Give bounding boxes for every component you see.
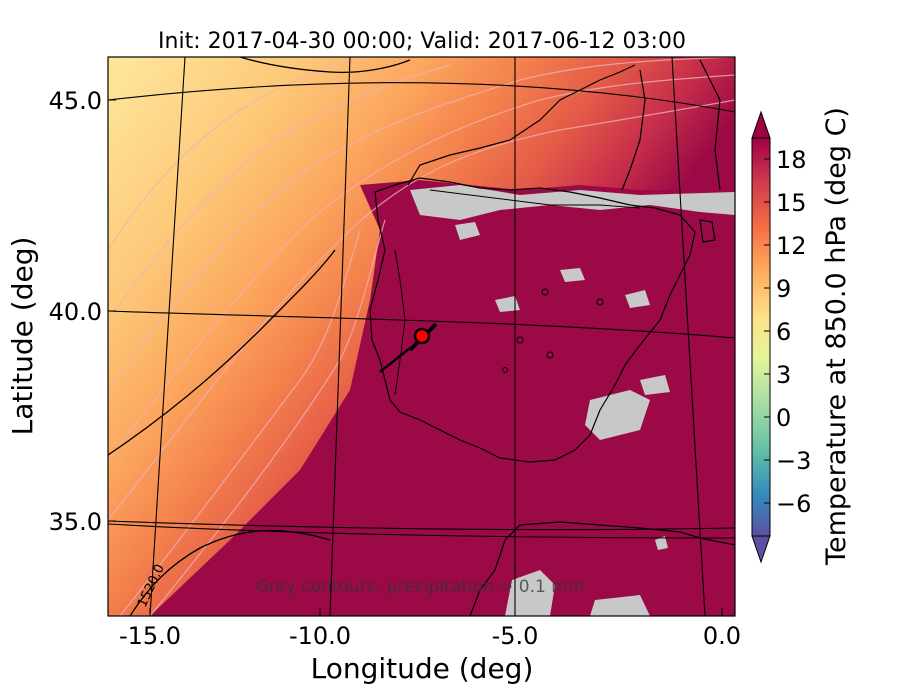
x-tick-label: 0.0	[703, 622, 741, 650]
colorbar-tick-label: 6	[776, 318, 791, 346]
y-tick-marks	[108, 99, 116, 522]
colorbar-tick-label: 3	[776, 361, 791, 389]
precipitation-patches	[410, 185, 735, 616]
colorbar-tick-label: −3	[776, 447, 811, 475]
x-tick-label: -10.0	[289, 622, 351, 650]
colorbar-label: Temperature at 850.0 hPa (deg C)	[821, 107, 852, 566]
colorbar	[751, 110, 771, 564]
map-frame	[107, 56, 736, 617]
x-tick-marks	[149, 608, 723, 616]
hot-temperature-region	[150, 180, 735, 616]
colorbar-tick-label: −6	[776, 490, 811, 518]
graticule	[108, 57, 735, 616]
colorbar-min-extension	[751, 535, 771, 564]
colorbar-tick-label: 9	[776, 275, 791, 303]
colorbar-tick-label: 18	[776, 146, 807, 174]
colorbar-tick-label: 15	[776, 189, 807, 217]
map-area: 1520.0	[108, 57, 735, 616]
x-axis-label: Longitude (deg)	[311, 652, 534, 685]
plot-title: Init: 2017-04-30 00:00; Valid: 2017-06-1…	[158, 29, 686, 54]
x-tick-label: -5.0	[492, 622, 539, 650]
y-tick-label: 35.0	[49, 508, 102, 536]
y-tick-label: 45.0	[49, 87, 102, 115]
precipitation-note: Grey contours: precipitation > 0.1 mm	[256, 577, 585, 597]
location-marker	[379, 322, 438, 373]
y-axis-label: Latitude (deg)	[6, 237, 39, 436]
x-tick-label: -15.0	[119, 622, 181, 650]
colorbar-tick-marks	[764, 158, 770, 504]
colorbar-max-extension	[751, 110, 771, 139]
y-tick-label: 40.0	[49, 298, 102, 326]
colorbar-scale	[751, 137, 771, 537]
colorbar-tick-label: 12	[776, 232, 807, 260]
colorbar-tick-label: 0	[776, 404, 791, 432]
